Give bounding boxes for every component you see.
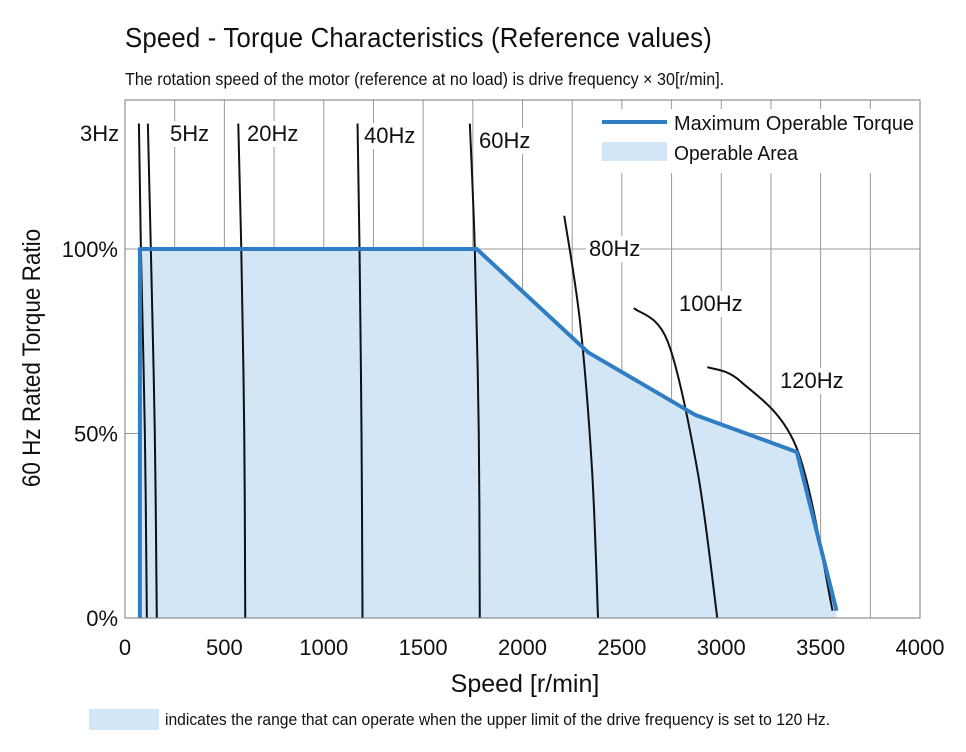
- frequency-label-bg: [676, 291, 742, 317]
- max-torque-series: [137, 247, 839, 618]
- x-tick-label: 500: [206, 635, 243, 660]
- footnote-text: indicates the range that can operate whe…: [165, 710, 831, 729]
- plot-frame: [124, 99, 921, 619]
- x-axis-label: Speed [r/min]: [451, 670, 600, 698]
- frequency-curve-3hz: [137, 123, 148, 619]
- frequency-label-bg: [167, 121, 209, 147]
- frequency-label-bg: [586, 236, 640, 262]
- frequency-label-120hz: 120Hz: [780, 368, 844, 393]
- frequency-curve-40hz: [356, 123, 364, 619]
- legend-background: [596, 109, 914, 173]
- x-tick-label: 1000: [299, 635, 348, 660]
- legend-area-swatch: [602, 142, 667, 161]
- x-tick-label: 2500: [597, 635, 646, 660]
- legend: Maximum Operable Torque Operable Area: [596, 109, 914, 173]
- frequency-label-60hz: 60Hz: [479, 128, 530, 153]
- frequency-label-bg: [77, 121, 119, 147]
- axes: 0 500 1000 1500 2000 2500 3000 3500 4000 0% 50% 100…: [18, 99, 945, 698]
- legend-label-max-torque: Maximum Operable Torque: [674, 113, 914, 135]
- footnote-swatch: [89, 709, 159, 730]
- frequency-label-3hz: 3Hz: [80, 121, 119, 146]
- max-torque-line: [137, 247, 839, 618]
- x-tick-label: 2000: [498, 635, 547, 660]
- chart-title: Speed - Torque Characteristics (Referenc…: [125, 22, 712, 53]
- frequency-label-bg: [777, 368, 843, 394]
- x-tick-label: 0: [119, 635, 131, 660]
- y-tick-label: 0%: [86, 606, 118, 631]
- x-tick-label: 3000: [697, 635, 746, 660]
- x-tick-label: 4000: [896, 635, 945, 660]
- x-tick-label: 1500: [399, 635, 448, 660]
- frequency-curve-20hz: [237, 123, 247, 619]
- frequency-label-bg: [244, 121, 298, 147]
- chart-subtitle: The rotation speed of the motor (referen…: [125, 69, 725, 89]
- frequency-curve-60hz: [468, 123, 481, 619]
- frequency-curve-80hz: [563, 215, 600, 619]
- frequency-labels: 3Hz 5Hz 20Hz 40Hz 60Hz 80Hz 100Hz 120Hz: [77, 121, 844, 394]
- frequency-curve-100hz: [633, 307, 719, 619]
- operable-area: [139, 249, 837, 618]
- frequency-label-bg: [476, 128, 530, 154]
- y-tick-label: 100%: [62, 237, 118, 262]
- frequency-label-5hz: 5Hz: [170, 121, 209, 146]
- legend-label-operable-area: Operable Area: [674, 143, 799, 165]
- frequency-label-20hz: 20Hz: [247, 121, 298, 146]
- y-axis-label: 60 Hz Rated Torque Ratio: [18, 229, 46, 487]
- frequency-label-80hz: 80Hz: [589, 236, 640, 261]
- frequency-curve-5hz: [146, 123, 158, 619]
- frequency-label-bg: [361, 123, 415, 149]
- frequency-label-40hz: 40Hz: [364, 123, 415, 148]
- frequency-curves: [137, 123, 834, 619]
- x-tick-label: 3500: [796, 635, 845, 660]
- frequency-label-100hz: 100Hz: [679, 291, 743, 316]
- y-tick-label: 50%: [74, 422, 118, 447]
- operable-area-fill: [139, 249, 837, 618]
